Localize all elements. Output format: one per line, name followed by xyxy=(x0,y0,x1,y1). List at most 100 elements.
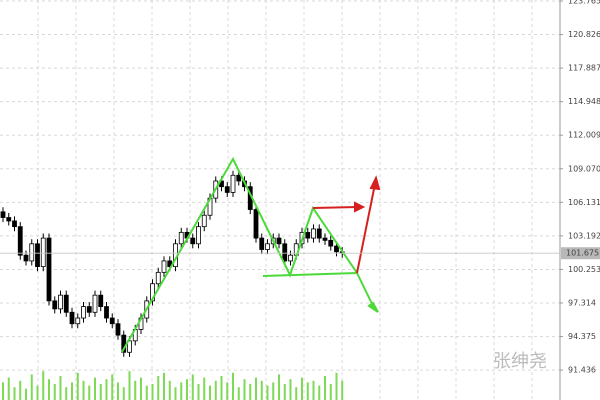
volume-bar xyxy=(335,372,338,400)
volume-bar xyxy=(318,385,321,400)
candle-body xyxy=(29,243,35,262)
red-line xyxy=(312,206,359,209)
volume-bar xyxy=(117,382,119,400)
arrow-head xyxy=(367,301,379,313)
watermark: 张绅尧 xyxy=(493,351,547,372)
volume-bar xyxy=(232,372,234,400)
volume-bar xyxy=(209,385,211,400)
candle-body xyxy=(322,237,328,241)
volume-bar xyxy=(243,379,246,400)
volume-bar xyxy=(19,380,22,400)
volume-bar xyxy=(145,385,148,400)
volume-bar xyxy=(289,379,292,400)
volume-bar xyxy=(157,376,160,400)
y-tick-label: 114.948 xyxy=(568,97,600,106)
candle-body xyxy=(201,214,207,228)
volume-bar xyxy=(312,380,315,400)
candle-body xyxy=(282,243,288,262)
candle-body xyxy=(115,323,121,336)
candle-body xyxy=(40,237,46,268)
volume-bar xyxy=(94,377,96,400)
y-tick-label: 91.436 xyxy=(568,366,596,375)
volume-bar xyxy=(324,376,326,400)
volume-bar xyxy=(226,382,229,400)
current-price-label: 101.675 xyxy=(566,249,599,258)
red-line xyxy=(356,183,376,274)
y-tick-label: 100.253 xyxy=(568,265,600,274)
volume-bar xyxy=(301,377,303,400)
y-tick-label: 109.070 xyxy=(568,164,600,173)
volume-bar xyxy=(122,387,125,400)
candle-body xyxy=(46,237,52,302)
y-tick-label: 117.887 xyxy=(568,64,600,73)
volume-bar xyxy=(25,388,27,400)
candle-body xyxy=(259,237,265,250)
volume-bar xyxy=(65,387,68,400)
volume-bar xyxy=(2,382,4,400)
volume-bar xyxy=(266,385,269,400)
candle-body xyxy=(17,226,23,256)
candle-body xyxy=(224,186,230,193)
candle-body xyxy=(63,294,69,313)
candle-body xyxy=(276,237,282,245)
y-tick-label: 123.765 xyxy=(568,0,600,5)
volume-bar xyxy=(180,382,183,400)
candle-body xyxy=(58,294,63,310)
volume-bar xyxy=(163,372,165,400)
volume-bar xyxy=(140,377,142,400)
candle-body xyxy=(23,254,29,262)
volume-bar xyxy=(30,374,33,400)
candle-body xyxy=(236,174,242,182)
candle-body xyxy=(328,239,334,247)
candle-body xyxy=(155,271,161,285)
volume-bar xyxy=(82,380,85,400)
vertical-grid xyxy=(37,0,533,400)
y-tick-label: 97.314 xyxy=(568,299,596,308)
volume-bar xyxy=(42,371,45,400)
volume-bar xyxy=(191,374,194,400)
arrow-head xyxy=(354,201,366,213)
candle-body xyxy=(161,260,167,273)
volume-bar xyxy=(151,384,154,400)
volume-bar xyxy=(128,371,131,400)
candle-body xyxy=(265,243,270,250)
volume-bar xyxy=(214,380,217,400)
volume-bar xyxy=(174,387,177,400)
volume-bar xyxy=(306,382,309,400)
candle-body xyxy=(334,245,339,253)
volume-bar xyxy=(59,376,62,400)
candle-body xyxy=(305,231,311,239)
candle-body xyxy=(178,231,184,245)
candle-body xyxy=(230,174,236,193)
candle-body xyxy=(196,226,201,245)
volume-bar xyxy=(99,384,102,400)
y-tick-label: 112.009 xyxy=(568,131,600,140)
candle-body xyxy=(75,317,81,325)
volume-bar xyxy=(134,380,137,400)
volume-bar xyxy=(283,384,286,400)
candle-body xyxy=(104,306,109,319)
volume-bar xyxy=(249,384,252,400)
candle-body xyxy=(109,317,115,325)
volume-bar xyxy=(278,374,280,400)
candle-body xyxy=(69,311,75,325)
volume-bar xyxy=(341,380,344,400)
volume-bar xyxy=(197,384,200,400)
volume-bar xyxy=(220,376,223,400)
volume-bar xyxy=(168,380,171,400)
volume-bar xyxy=(272,382,275,400)
plot xyxy=(0,0,560,400)
volume-bar xyxy=(36,385,39,400)
candle-body xyxy=(98,294,104,307)
volume-bar xyxy=(88,385,91,400)
y-tick-label: 103.192 xyxy=(568,231,600,240)
candle-body xyxy=(311,228,316,239)
volume-bar xyxy=(203,377,206,400)
volume-bar xyxy=(260,380,263,400)
pattern-drawing xyxy=(121,156,381,353)
volume-bar xyxy=(111,374,114,400)
arrow-head xyxy=(369,175,381,191)
volume-bar xyxy=(48,379,50,400)
y-tick-label: 94.375 xyxy=(568,332,596,341)
